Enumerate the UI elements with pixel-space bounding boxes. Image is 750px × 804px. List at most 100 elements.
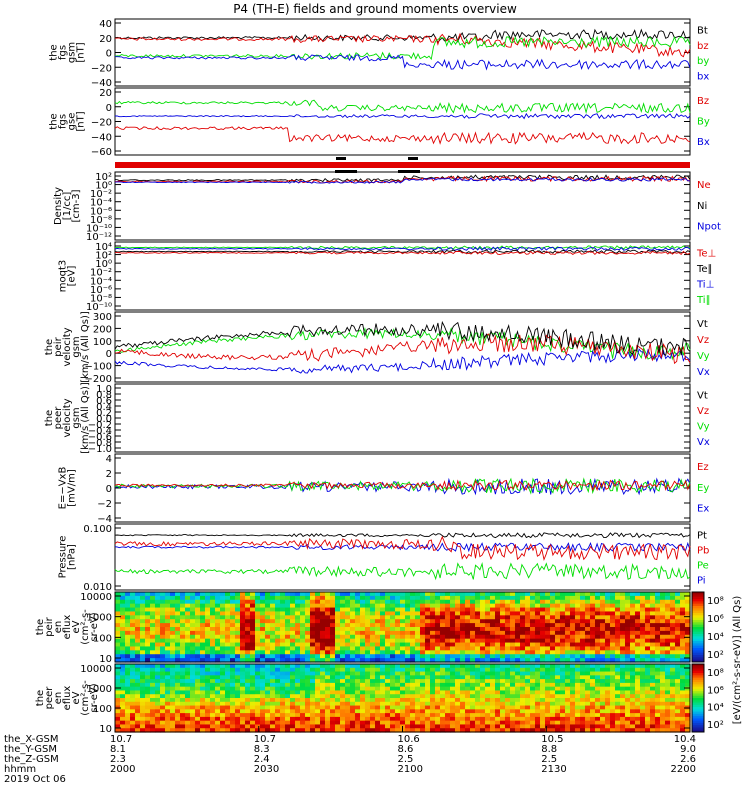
spectrogram-cell <box>115 619 121 624</box>
spectrogram-cell <box>425 634 431 640</box>
y-axis-label-line: fgs <box>58 114 69 129</box>
spectrogram-cell <box>650 728 656 733</box>
colorbar-segment <box>692 720 704 724</box>
spectrogram-cell <box>205 728 211 733</box>
spectrogram-cell <box>650 634 656 640</box>
spectrogram-cell <box>255 634 261 640</box>
spectrogram-cell <box>275 592 281 597</box>
spectrogram-cell <box>435 619 441 624</box>
spectrogram-cell <box>450 615 456 620</box>
spectrogram-cell <box>525 611 531 616</box>
spectrogram-cell <box>180 630 186 636</box>
spectrogram-cell <box>500 667 506 673</box>
spectrogram-cell <box>435 701 441 707</box>
spectrogram-cell <box>565 634 571 640</box>
spectrogram-cell <box>560 675 566 680</box>
spectrogram-cell <box>540 667 546 673</box>
spectrogram-cell <box>300 716 306 722</box>
spectrogram-cell <box>590 664 596 669</box>
y-tick-label: 10⁻¹⁰ <box>86 223 112 234</box>
spectrogram-cell <box>145 713 151 718</box>
spectrogram-cell <box>170 716 176 722</box>
spectrogram-cell <box>295 694 301 699</box>
spectrogram-cell <box>305 701 311 707</box>
spectrogram-cell <box>415 671 421 676</box>
spectrogram-cell <box>115 615 121 620</box>
spectrogram-cell <box>220 679 226 684</box>
spectrogram-cell <box>435 709 441 714</box>
spectrogram-cell <box>620 630 626 636</box>
spectrogram-cell <box>570 671 576 676</box>
colorbar-segment <box>692 634 704 637</box>
spectrogram-cell <box>175 630 181 636</box>
spectrogram-cell <box>665 638 671 644</box>
spectrogram-cell <box>655 603 661 609</box>
y-axis-label-line: eflux <box>62 615 73 640</box>
trace-te-perp <box>115 250 691 256</box>
spectrogram-cell <box>165 728 171 733</box>
spectrogram-cell <box>505 705 511 710</box>
spectrogram-cell <box>475 716 481 722</box>
spectrogram-cell <box>550 623 556 628</box>
colorbar-segment <box>692 615 704 619</box>
spectrogram-cell <box>175 698 181 703</box>
spectrogram-cell <box>195 658 201 663</box>
spectrogram-cell <box>185 654 191 659</box>
spectrogram-cell <box>630 634 636 640</box>
legend-vz: Vz <box>697 406 709 417</box>
spectrogram-cell <box>605 682 611 688</box>
spectrogram-cell <box>290 599 296 605</box>
spectrogram-cell <box>520 671 526 676</box>
spectrogram-cell <box>450 664 456 669</box>
spectrogram-cell <box>285 599 291 605</box>
spectrogram-cell <box>425 603 431 609</box>
spectrogram-cell <box>500 646 506 651</box>
spectrogram-cell <box>490 615 496 620</box>
spectrogram-cell <box>145 642 151 648</box>
spectrogram-cell <box>145 682 151 688</box>
spectrogram-cell <box>660 623 666 628</box>
spectrogram-cell <box>425 664 431 669</box>
spectrogram-cell <box>495 690 501 695</box>
spectrogram-cell <box>675 623 681 628</box>
spectrogram-cell <box>625 667 631 673</box>
spectrogram-cell <box>565 720 571 726</box>
spectrogram-cell <box>305 592 311 597</box>
spectrogram-cell <box>645 638 651 644</box>
spectrogram-cell <box>350 698 356 703</box>
spectrogram-cell <box>655 716 661 722</box>
spectrogram-cell <box>675 679 681 684</box>
spectrogram-cell <box>470 698 476 703</box>
panel-frame <box>114 311 691 383</box>
spectrogram-cell <box>535 627 541 632</box>
spectrogram-cell <box>625 716 631 722</box>
spectrogram-cell <box>370 599 376 605</box>
spectrogram-cell <box>160 720 166 726</box>
colorbar-segment <box>692 592 704 595</box>
spectrogram-cell <box>290 720 296 726</box>
spectrogram-cell <box>440 646 446 651</box>
spectrogram-cell <box>365 667 371 673</box>
spectrogram-cell <box>225 634 231 640</box>
spectrogram-cell <box>455 675 461 680</box>
spectrogram-cell <box>535 592 541 597</box>
spectrogram-cell <box>480 634 486 640</box>
spectrogram-cell <box>350 646 356 651</box>
spectrogram-cell <box>520 607 526 613</box>
spectrogram-cell <box>620 611 626 616</box>
spectrogram-cell <box>155 611 161 616</box>
spectrogram-cell <box>130 709 136 714</box>
spectrogram-cell <box>440 682 446 688</box>
spectrogram-cell <box>515 638 521 644</box>
spectrogram-cell <box>365 690 371 695</box>
spectrogram-cell <box>420 698 426 703</box>
spectrogram-cell <box>540 664 546 669</box>
quality-flag-mark <box>335 170 357 173</box>
spectrogram-cell <box>265 592 271 597</box>
spectrogram-cell <box>250 623 256 628</box>
spectrogram-cell <box>320 642 326 648</box>
spectrogram-cell <box>415 634 421 640</box>
spectrogram-cell <box>375 611 381 616</box>
spectrogram-cell <box>345 630 351 636</box>
spectrogram-cell <box>300 690 306 695</box>
